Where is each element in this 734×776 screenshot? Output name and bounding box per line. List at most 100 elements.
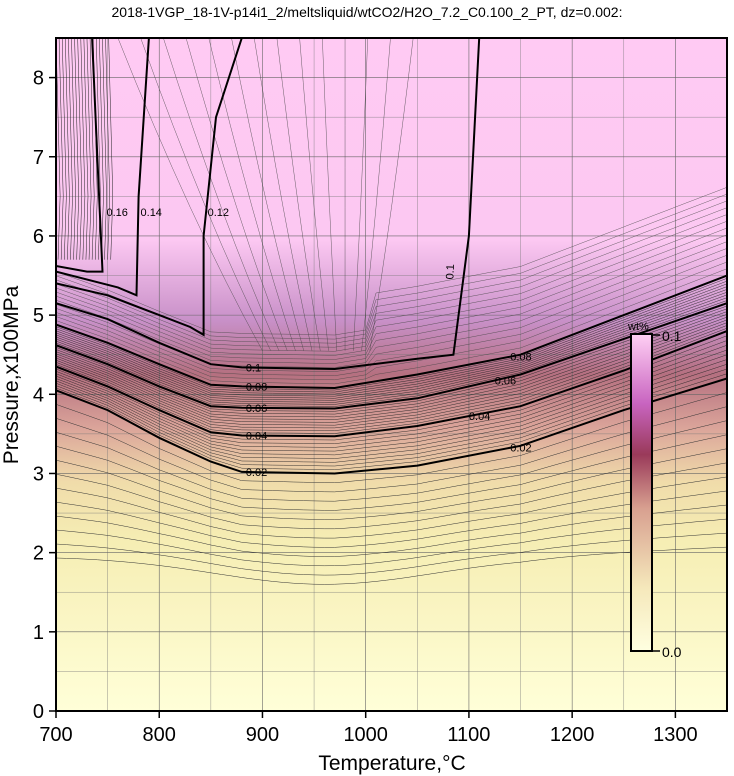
minor-contour bbox=[74, 38, 79, 260]
minor-contour bbox=[56, 546, 727, 585]
minor-contour bbox=[83, 38, 89, 260]
minor-contour bbox=[56, 221, 727, 356]
minor-contour bbox=[56, 325, 727, 431]
minor-contour bbox=[56, 363, 727, 463]
minor-contour bbox=[56, 227, 727, 360]
minor-contour bbox=[56, 280, 727, 393]
y-tick-label: 3 bbox=[33, 463, 44, 485]
minor-contour bbox=[89, 38, 95, 260]
contour-label: 0.06 bbox=[246, 403, 267, 415]
minor-contour bbox=[56, 289, 727, 399]
minor-contour bbox=[56, 314, 727, 420]
minor-contour bbox=[56, 248, 727, 372]
contour-label: 0.16 bbox=[106, 207, 127, 219]
minor-contour bbox=[56, 305, 727, 412]
minor-contour bbox=[86, 38, 92, 260]
minor-contour bbox=[56, 261, 727, 381]
minor-contour bbox=[56, 283, 727, 395]
minor-contour bbox=[80, 38, 86, 260]
minor-contour bbox=[117, 38, 263, 351]
minor-contour bbox=[56, 340, 727, 444]
minor-contour bbox=[56, 392, 727, 483]
minor-contour bbox=[56, 327, 727, 434]
minor-contour bbox=[56, 373, 727, 470]
colorbar-ramp bbox=[630, 333, 653, 652]
x-tick-label: 900 bbox=[246, 724, 279, 746]
minor-contour bbox=[65, 38, 70, 260]
plot-background bbox=[56, 38, 727, 711]
colorbar-unit: wt% bbox=[627, 321, 649, 333]
minor-contour bbox=[56, 311, 727, 418]
y-axis-label: Pressure,x100MPa bbox=[0, 285, 23, 464]
minor-contour bbox=[56, 316, 727, 423]
minor-contour bbox=[56, 354, 727, 456]
minor-contour bbox=[56, 532, 727, 576]
major-contour bbox=[56, 38, 104, 273]
axis-ticks: 700 800 900 1000 1100 1200 1300 0 1 2 3 4 5 6 7 8 bbox=[33, 68, 698, 746]
contour-label: 0.06 bbox=[495, 375, 516, 387]
contour-label: 0.04 bbox=[469, 411, 490, 423]
minor-contour bbox=[56, 300, 727, 407]
minor-contour bbox=[68, 38, 73, 260]
y-tick-label: 4 bbox=[33, 384, 44, 406]
minor-contour bbox=[58, 38, 64, 260]
major-contour bbox=[56, 377, 727, 475]
minor-contour bbox=[163, 38, 280, 351]
minor-contour bbox=[353, 38, 368, 351]
x-axis-label: Temperature,°C bbox=[318, 752, 465, 775]
minor-contour bbox=[299, 38, 329, 351]
minor-contour bbox=[56, 308, 727, 415]
minor-contour bbox=[361, 38, 391, 351]
y-tick-label: 1 bbox=[33, 622, 44, 644]
x-tick-label: 1000 bbox=[343, 724, 388, 746]
minor-contour bbox=[56, 268, 727, 385]
minor-contour bbox=[56, 294, 727, 403]
minor-contour bbox=[56, 234, 727, 364]
major-contour bbox=[56, 302, 727, 410]
plot-frame bbox=[55, 37, 728, 712]
contour-label: 0.14 bbox=[141, 207, 162, 219]
minor-contour bbox=[56, 359, 727, 459]
minor-contour bbox=[56, 319, 727, 426]
minor-contour bbox=[105, 38, 110, 260]
contour-label: 0.02 bbox=[510, 443, 531, 455]
contour-label: 0.1 bbox=[246, 362, 261, 374]
minor-contour bbox=[56, 291, 727, 401]
minor-contour bbox=[56, 420, 727, 502]
contour-annotation: 0.1 bbox=[444, 264, 457, 280]
x-tick-label: 700 bbox=[39, 724, 72, 746]
major-contour bbox=[56, 38, 150, 297]
minor-contour bbox=[56, 504, 727, 557]
minor-contour bbox=[56, 38, 61, 260]
y-tick-label: 5 bbox=[33, 305, 44, 327]
minor-contour bbox=[77, 38, 83, 260]
minor-contour bbox=[56, 297, 727, 405]
minor-contour bbox=[56, 278, 727, 391]
minor-contour bbox=[56, 406, 727, 493]
minor-contour bbox=[276, 38, 321, 351]
x-tick-label: 1100 bbox=[447, 724, 490, 746]
colorbar-min-label: 0.0 bbox=[662, 644, 682, 660]
minor-contour bbox=[102, 38, 107, 260]
y-tick-label: 7 bbox=[33, 147, 44, 169]
minor-contour bbox=[56, 448, 727, 520]
minor-contour bbox=[56, 322, 727, 429]
contour-label: 0.04 bbox=[246, 430, 267, 442]
minor-contour bbox=[56, 335, 727, 441]
minor-contour bbox=[208, 38, 296, 351]
y-tick-label: 6 bbox=[33, 226, 44, 248]
minor-contour bbox=[231, 38, 304, 351]
minor-contour bbox=[369, 38, 414, 351]
minor-contour bbox=[56, 462, 727, 530]
minor-contour bbox=[56, 255, 727, 376]
major-contour bbox=[56, 38, 481, 371]
minor-contour bbox=[56, 434, 727, 511]
x-tick-label: 1300 bbox=[653, 724, 698, 746]
x-tick-label: 800 bbox=[143, 724, 176, 746]
minor-contour bbox=[99, 38, 104, 260]
x-tick-label: 1200 bbox=[550, 724, 595, 746]
minor-contour bbox=[56, 214, 727, 352]
major-contour bbox=[56, 330, 727, 438]
y-tick-label: 8 bbox=[33, 68, 44, 90]
minor-contour bbox=[56, 286, 727, 397]
